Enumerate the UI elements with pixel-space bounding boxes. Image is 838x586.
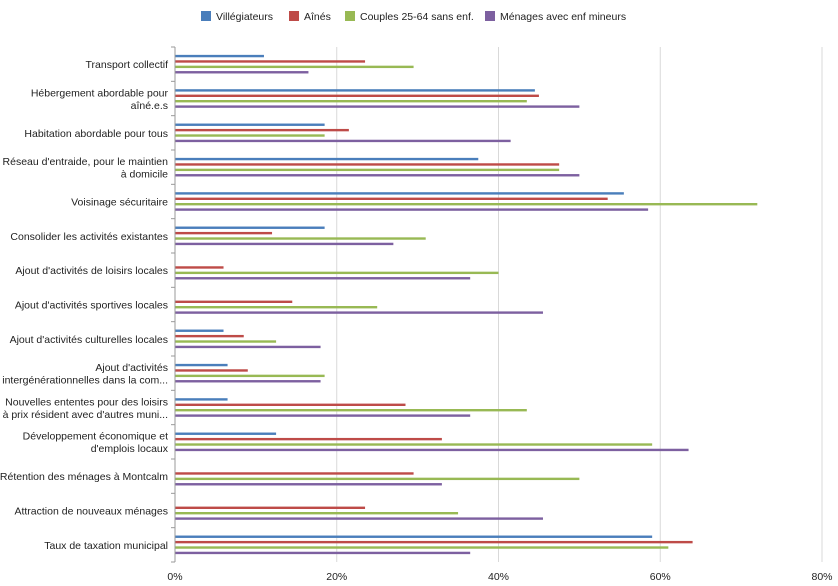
bar: [175, 54, 264, 58]
bar: [175, 208, 649, 211]
bar: [175, 448, 689, 452]
x-tick-label: 80%: [811, 571, 832, 583]
bar: [175, 345, 321, 349]
x-tick-label: 40%: [488, 571, 509, 583]
x-tick-label: 0%: [167, 571, 182, 583]
bar: [175, 369, 248, 372]
x-tick-label: 60%: [650, 571, 671, 583]
category-label: Rétention des ménages à Montcalm: [0, 471, 168, 483]
bar: [175, 94, 539, 97]
bar: [175, 374, 325, 378]
category-label: Habitation abordable pour tous: [24, 128, 168, 140]
category-label: Taux de taxation municipal: [44, 540, 168, 552]
x-tick-label: 20%: [326, 571, 347, 583]
bar: [175, 414, 471, 417]
legend-label: Couples 25-64 sans enf.: [360, 11, 474, 23]
category-label: Ajout d'activités sportives locales: [15, 300, 168, 312]
category-label: Consolider les activités existantes: [10, 231, 168, 243]
bar: [175, 540, 693, 544]
bar: [175, 512, 459, 515]
category-label: Attraction de nouveaux ménages: [14, 506, 168, 518]
bar: [175, 203, 758, 206]
legend-label: Villégiateurs: [216, 11, 273, 23]
bar: [175, 483, 442, 486]
legend-swatch: [345, 11, 355, 21]
bar: [175, 266, 224, 269]
category-label: à prix résident avec d'autres muni...: [3, 409, 168, 421]
bar: [175, 432, 277, 435]
bar: [175, 546, 669, 549]
bar: [175, 157, 479, 161]
bar: [175, 192, 624, 195]
bar: [175, 311, 543, 314]
bar: [175, 277, 471, 280]
bar: [175, 100, 527, 103]
bar: [175, 134, 325, 137]
legend-swatch: [201, 11, 211, 21]
bar: [175, 237, 426, 240]
category-label: à domicile: [121, 168, 168, 180]
category-label: Ajout d'activités: [95, 362, 168, 374]
bar: [175, 380, 321, 383]
bar: [175, 551, 471, 555]
bar: [175, 472, 414, 475]
bar: [175, 231, 273, 235]
bar: [175, 271, 499, 275]
bar: [175, 65, 414, 69]
bar: [175, 334, 244, 338]
bar: [175, 300, 293, 303]
category-label: aîné.e.s: [131, 100, 168, 112]
category-label: d'emplois locaux: [91, 443, 169, 455]
bar: [175, 409, 527, 412]
bar: [175, 517, 543, 520]
bar: [175, 306, 378, 309]
category-label: Développement économique et: [23, 431, 168, 443]
bar: [175, 197, 608, 200]
bar: [175, 163, 560, 166]
legend-label: Ménages avec enf mineurs: [500, 11, 626, 23]
bar: [175, 403, 406, 406]
bar: [175, 437, 442, 441]
bar: [175, 71, 309, 74]
category-label: intergénérationnelles dans la com...: [2, 374, 168, 386]
category-label: Voisinage sécuritaire: [71, 197, 168, 209]
legend-swatch: [485, 11, 495, 21]
legend-label: Aînés: [304, 11, 331, 23]
bar: [175, 226, 325, 229]
bar: [175, 398, 228, 401]
bar: [175, 123, 325, 126]
bar: [175, 168, 560, 172]
bar: [175, 89, 535, 92]
bar: [175, 105, 580, 108]
category-label: Ajout d'activités culturelles locales: [10, 334, 168, 346]
bar: [175, 128, 349, 132]
legend-swatch: [289, 11, 299, 21]
bar: [175, 139, 511, 143]
category-label: Nouvelles ententes pour des loisirs: [5, 396, 168, 408]
bar: [175, 443, 653, 446]
category-label: Transport collectif: [86, 59, 169, 71]
category-label: Ajout d'activités de loisirs locales: [15, 265, 168, 277]
bar: [175, 174, 580, 177]
bar: [175, 363, 228, 367]
category-label: Réseau d'entraide, pour le maintien: [3, 156, 169, 168]
bar: [175, 340, 277, 343]
bar: [175, 535, 653, 538]
bar: [175, 242, 394, 246]
bar: [175, 60, 366, 63]
category-label: Hébergement abordable pour: [31, 87, 169, 99]
bar: [175, 477, 580, 481]
bar: [175, 329, 224, 332]
bar: [175, 506, 366, 509]
